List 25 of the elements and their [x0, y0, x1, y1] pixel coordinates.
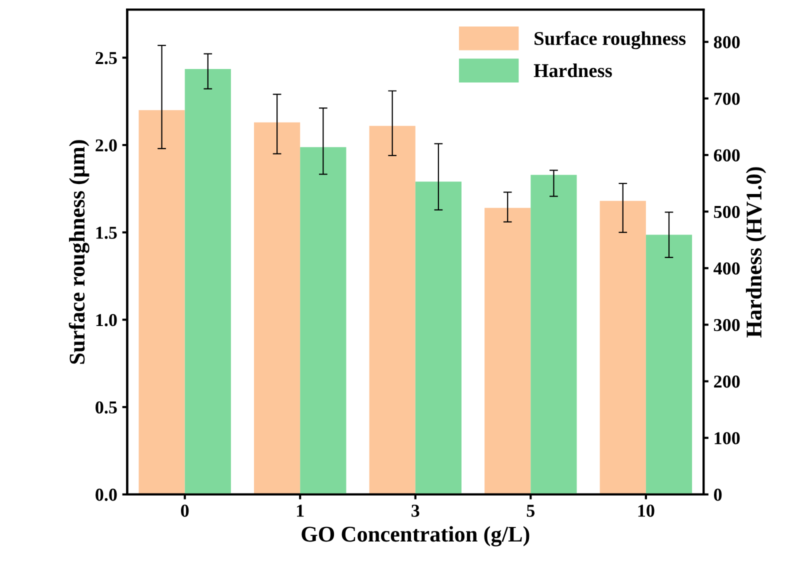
legend-label: Surface roughness	[534, 31, 686, 50]
y2-tick-label: 800	[714, 36, 740, 48]
x-axis-title: GO Concentration (g/L)	[302, 526, 530, 546]
y-tick-label: 0.5	[96, 401, 117, 414]
y2-tick-label: 400	[714, 262, 740, 275]
x-tick-label: 0	[181, 504, 189, 517]
y2-tick-label: 600	[714, 149, 740, 162]
y-tick-label: 2.5	[96, 52, 117, 64]
y2-tick-label: 0	[714, 488, 722, 501]
x-tick-label: 1	[297, 504, 304, 517]
y-tick-label: 0.0	[96, 488, 117, 501]
x-tick-label: 10	[638, 504, 654, 517]
y2-tick-label: 500	[714, 206, 740, 218]
y2-tick-label: 200	[714, 376, 740, 388]
y-tick-label: 1.0	[96, 314, 117, 326]
x-tick-label: 3	[412, 504, 420, 517]
y2-tick-label: 700	[714, 92, 740, 105]
y2-tick-label: 100	[714, 432, 740, 444]
y-axis-title: Surface roughness (μm)	[68, 140, 90, 364]
y2-axis-title: Hardness (HV1.0)	[746, 167, 766, 338]
y-tick-label: 2.0	[96, 139, 117, 152]
y2-tick-label: 300	[714, 318, 740, 332]
y-tick-label: 1.5	[96, 226, 117, 239]
x-tick-label: 5	[526, 504, 535, 517]
legend-label: Hardness	[534, 64, 612, 78]
